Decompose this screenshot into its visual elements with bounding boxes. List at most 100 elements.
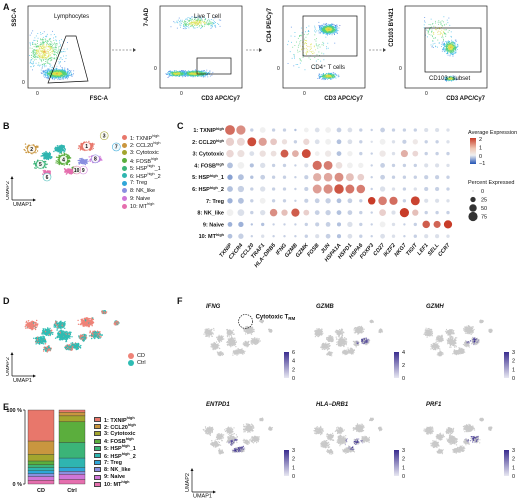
cluster-legend-label: 6: HSPhigh_2 — [130, 172, 161, 180]
cluster-legend-item-7: 7: Treg — [122, 180, 161, 188]
dot-4-GZMK — [304, 163, 308, 167]
dot-4-TXNIP — [227, 162, 233, 168]
dot-9-FOXP3 — [371, 223, 373, 225]
dot-7-CCL20 — [250, 199, 253, 202]
dot-9-CCL20 — [251, 223, 253, 225]
dot-2-TRAF1 — [259, 138, 267, 146]
dot-7-HSPA1A — [337, 198, 342, 203]
ctrl-swatch — [128, 360, 134, 366]
dot-4-CXCR4 — [238, 162, 245, 169]
pct-legend-dot-2 — [470, 197, 475, 202]
dot-1-CD27 — [380, 128, 385, 133]
dot-10-NKG7 — [403, 235, 405, 237]
dotplot-row-label-3: 3: Cytotoxic — [193, 152, 224, 158]
dot-9-CXCR4 — [238, 222, 243, 227]
dot-10-JUN — [326, 234, 331, 239]
dot-3-TIGIT — [412, 151, 418, 157]
dot-1-TXNIP — [225, 125, 235, 135]
avg-expression-tick-1: 2 — [479, 137, 482, 143]
cluster-swatch — [122, 173, 127, 178]
feature-colorbar-tick-2-3: 0 — [402, 376, 405, 382]
dot-2-HSPA6 — [359, 140, 362, 143]
dot-9-TXNIP — [228, 222, 233, 227]
dot-1-HLA-DRB5 — [272, 128, 275, 131]
dot-2-FOXP3 — [371, 141, 373, 143]
bar-Ctrl-1 — [59, 410, 85, 412]
dot-2-LEF1 — [425, 140, 428, 143]
dot-8-TIGIT — [412, 209, 418, 215]
dot-8-HSPA1A — [337, 210, 342, 215]
dot-1-CCR7 — [446, 128, 449, 131]
cluster-legend-item-6: 6: HSPhigh_2 — [122, 172, 161, 180]
gating-arrowhead-1 — [133, 48, 136, 52]
dotplot-row-label-6: 6: HSPhigh_2 — [192, 186, 224, 193]
umap-cluster-label-10: 10 — [74, 168, 80, 174]
dot-7-FOXP3 — [368, 197, 376, 205]
dotplot-gene-label-17: NKG7 — [394, 242, 409, 258]
dot-7-TIGIT — [411, 196, 420, 205]
dot-6-NKG7 — [403, 187, 406, 190]
dot-2-GZMB — [294, 140, 297, 143]
cluster-legend-item-9: 9: Naive — [122, 195, 161, 203]
feature-gene-title-4: ENTPD1 — [206, 402, 230, 408]
avg-expression-tick-3: 0 — [479, 154, 482, 160]
cluster-legend-label: 3: Cytotoxic — [130, 150, 159, 156]
feature-colorbar-1 — [284, 352, 289, 378]
dot-4-JUN — [324, 161, 333, 170]
feature-gene-title-2: GZMB — [316, 304, 334, 310]
dot-3-CXCR4 — [237, 150, 244, 157]
dot-1-CXCR4 — [236, 125, 245, 134]
pct-legend-tick-2: 25 — [481, 198, 487, 204]
dot-7-HLA-DRB5 — [272, 199, 275, 202]
ratio-legend-item-8: 8: NK_like — [94, 466, 136, 473]
flow-ylabel-4: CD103 BV421 — [389, 7, 395, 46]
umap-cluster-label-9: 9 — [82, 168, 85, 174]
feature-colorbar-tick-6-2: 2 — [512, 457, 515, 463]
feature-colorbar-tick-4-2: 2 — [292, 457, 295, 463]
dot-5-IKZF2 — [392, 176, 395, 179]
umap-cluster-label-5: 5 — [39, 162, 42, 168]
dot-10-TXNIP — [228, 234, 233, 239]
dot-10-CCR7 — [446, 235, 449, 238]
dotplot-row-label-1: 1: TXNIPhigh — [193, 127, 224, 134]
feature-colorbar-tick-2-1: 4 — [402, 350, 405, 356]
bar-CD-10 — [28, 480, 54, 484]
dot-7-SELL — [435, 199, 439, 203]
flow-gate-label-2: Live T cell — [194, 14, 221, 20]
dot-9-FOSB — [315, 222, 319, 226]
avg-expression-colorbar — [470, 138, 476, 164]
dot-10-SELL — [435, 234, 439, 238]
dot-2-JUN — [325, 139, 331, 145]
dot-2-CXCR4 — [237, 138, 245, 146]
dot-7-GZMK — [304, 199, 308, 203]
feature-ylabel: UMAP2 — [185, 473, 191, 492]
ratio-xlabel-CD: CD — [37, 488, 45, 494]
dot-3-HSPD1 — [347, 151, 352, 156]
umap-cluster-label-3: 3 — [103, 134, 106, 140]
umap-d-points — [25, 310, 120, 353]
ratio-swatch — [94, 460, 101, 465]
dot-9-LEF1 — [422, 221, 430, 229]
feature-colorbar-tick-4-1: 3 — [292, 448, 295, 454]
feature-colorbar-tick-3-1: 3 — [512, 350, 515, 356]
feature-colorbar-tick-1-1: 6 — [292, 350, 295, 356]
ratio-swatch — [94, 475, 101, 480]
dot-9-TIGIT — [414, 223, 417, 226]
ratio-legend-item-7: 7: Treg — [94, 459, 136, 466]
feature-gene-title-5: HLA−DRB1 — [316, 402, 349, 408]
dot-3-GZMK — [302, 149, 311, 158]
dot-7-TRAF1 — [260, 198, 266, 204]
cluster-swatch — [122, 158, 127, 163]
dot-3-SELL — [435, 152, 438, 155]
dot-3-HLA-DRB5 — [271, 151, 277, 157]
feature-colorbar-tick-1-2: 4 — [292, 359, 295, 365]
dot-2-HSPD1 — [348, 139, 353, 144]
dotplot-row-label-2: 2: CCL20high — [192, 139, 225, 146]
dot-7-TXNIP — [227, 198, 232, 203]
dot-8-CCR7 — [446, 211, 449, 214]
umap-b-ylabel: UMAP2 — [6, 181, 11, 200]
